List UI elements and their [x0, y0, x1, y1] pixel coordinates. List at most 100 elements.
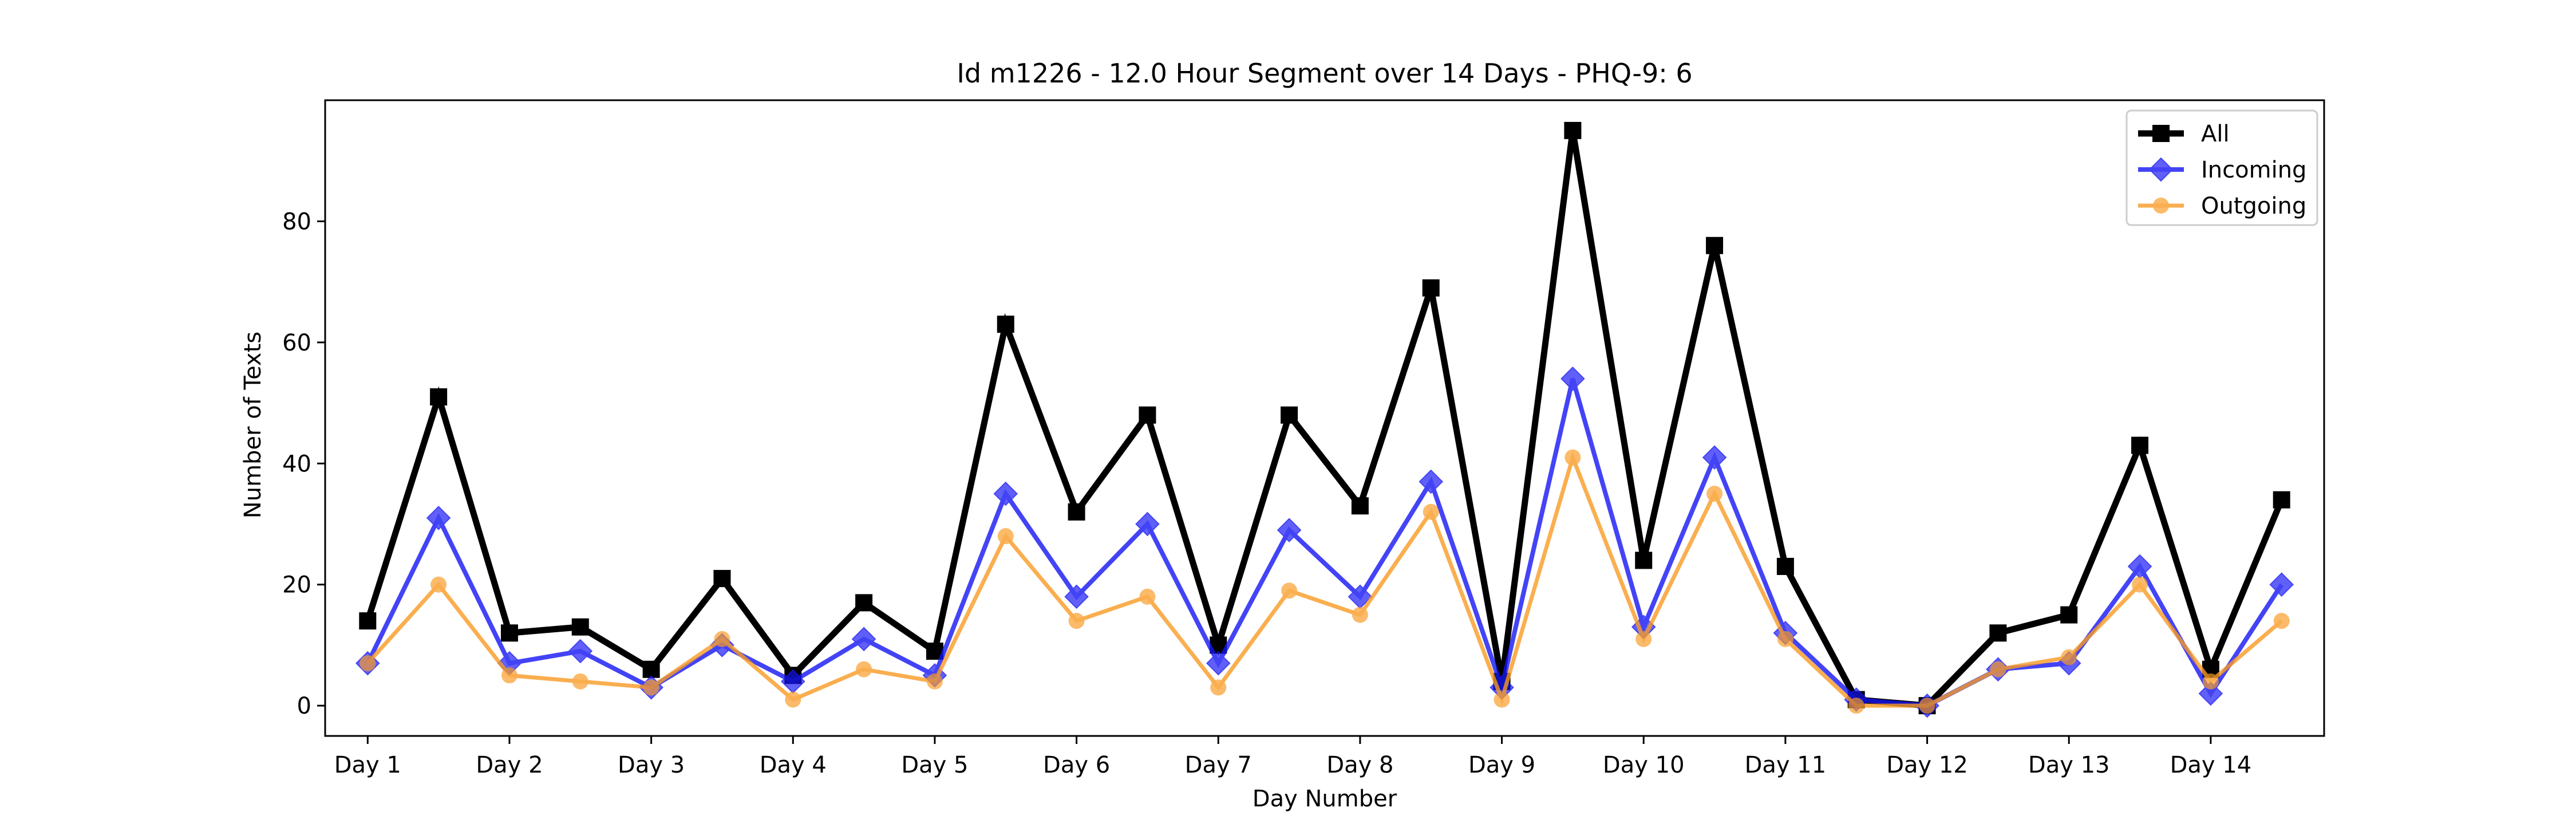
data-point-outgoing [1706, 486, 1723, 502]
data-point-outgoing [1919, 698, 1935, 714]
legend-entry [2138, 125, 2184, 142]
series-line-incoming [365, 378, 2284, 708]
data-point-outgoing [856, 661, 872, 678]
data-point-all [2273, 491, 2290, 509]
x-tick-label: Day 13 [2028, 752, 2110, 778]
data-point-outgoing [1068, 613, 1085, 629]
data-point-incoming [1064, 584, 1089, 609]
data-point-outgoing [1990, 661, 2006, 678]
legend-label: Incoming [2201, 157, 2306, 183]
legend-marker [2152, 125, 2170, 142]
data-point-outgoing [1423, 503, 1439, 520]
y-axis-label: Number of Texts [240, 332, 266, 518]
data-point-outgoing [1494, 691, 1510, 708]
data-point-incoming [1277, 518, 1302, 542]
data-point-incoming [2269, 572, 2294, 597]
data-point-all [713, 570, 731, 588]
data-point-incoming [851, 627, 876, 652]
series-line-outgoing [366, 451, 2283, 708]
data-point-all [1706, 237, 1724, 254]
data-point-outgoing [714, 631, 730, 647]
data-point-outgoing [2273, 613, 2290, 629]
legend-label: Outgoing [2201, 193, 2306, 219]
data-point-incoming [426, 506, 451, 530]
data-point-all [430, 388, 448, 405]
data-point-outgoing [1564, 449, 1581, 466]
data-point-all [1564, 121, 1582, 139]
legend-entry [2138, 198, 2184, 214]
data-point-incoming [568, 639, 593, 664]
legend-frame [2125, 109, 2318, 226]
data-point-all [1635, 552, 1653, 569]
plot-area: 0 20 40 60 80 Day 1 Day 2 Day 3 Day 4 Day 5 Day 6 D… [282, 121, 2294, 778]
x-tick-label: Day 1 [334, 752, 401, 778]
legend-entry [2138, 157, 2184, 182]
data-point-outgoing [2061, 649, 2077, 665]
x-tick-label: Day 3 [618, 752, 685, 778]
data-point-outgoing [572, 673, 588, 690]
data-point-all [1422, 279, 1440, 297]
data-point-outgoing [1139, 588, 1156, 605]
data-point-all [1776, 558, 1794, 575]
x-tick-label: Day 10 [1603, 752, 1685, 778]
data-point-outgoing [501, 667, 517, 684]
data-point-all [1989, 624, 2007, 642]
chart-title: Id m1226 - 12.0 Hour Segment over 14 Day… [957, 58, 1692, 89]
y-tick-label: 20 [282, 572, 311, 598]
data-point-incoming [1560, 367, 1585, 391]
series-outgoing [359, 449, 2290, 714]
legend: All Incoming Outgoing [2125, 109, 2318, 226]
data-point-outgoing [1210, 679, 1227, 696]
data-point-outgoing [2132, 576, 2148, 593]
legend-label: All [2201, 121, 2230, 147]
x-tick-label: Day 5 [901, 752, 968, 778]
data-point-all [642, 660, 660, 678]
legend-marker [2148, 157, 2174, 182]
data-point-outgoing [359, 655, 376, 672]
data-point-all [2131, 436, 2149, 454]
x-tick-label: Day 4 [760, 752, 827, 778]
x-tick-label: Day 7 [1185, 752, 1252, 778]
x-tick-label: Day 9 [1468, 752, 1535, 778]
y-tick-label: 40 [282, 451, 311, 477]
data-point-incoming [1702, 445, 1727, 470]
x-tick-label: Day 12 [1886, 752, 1968, 778]
legend-marker [2153, 198, 2169, 214]
data-point-all [2060, 606, 2078, 624]
x-tick-label: Day 8 [1326, 752, 1393, 778]
data-point-all [855, 594, 873, 612]
data-point-incoming [1419, 469, 1443, 494]
data-point-outgoing [1848, 698, 1864, 714]
y-tick-label: 0 [297, 693, 311, 719]
data-point-incoming [1206, 651, 1231, 676]
data-point-incoming [1135, 511, 1160, 537]
data-point-all [1139, 406, 1156, 424]
data-point-outgoing [1281, 582, 1298, 599]
data-point-all [1281, 406, 1298, 424]
y-tick-label: 60 [282, 330, 311, 356]
data-point-all [359, 612, 377, 630]
series-all [359, 121, 2290, 715]
x-axis-label: Day Number [1253, 786, 1397, 812]
x-tick-label: Day 6 [1043, 752, 1110, 778]
x-tick-label: Day 14 [2170, 752, 2252, 778]
data-point-outgoing [2202, 673, 2219, 690]
data-point-all [571, 618, 589, 636]
data-point-outgoing [1777, 631, 1793, 647]
data-point-outgoing [1352, 607, 1368, 623]
data-point-outgoing [430, 576, 447, 593]
data-point-outgoing [997, 528, 1014, 545]
data-point-incoming [2198, 681, 2223, 706]
data-point-all [997, 316, 1014, 333]
y-tick-label: 80 [282, 208, 311, 235]
data-point-all [1068, 503, 1085, 521]
series-line-all [365, 129, 2285, 709]
data-point-all [1351, 497, 1369, 515]
data-point-outgoing [1635, 631, 1652, 647]
data-point-all [500, 624, 518, 642]
data-point-outgoing [926, 673, 943, 690]
x-tick-label: Day 11 [1745, 752, 1827, 778]
data-point-outgoing [643, 679, 659, 696]
